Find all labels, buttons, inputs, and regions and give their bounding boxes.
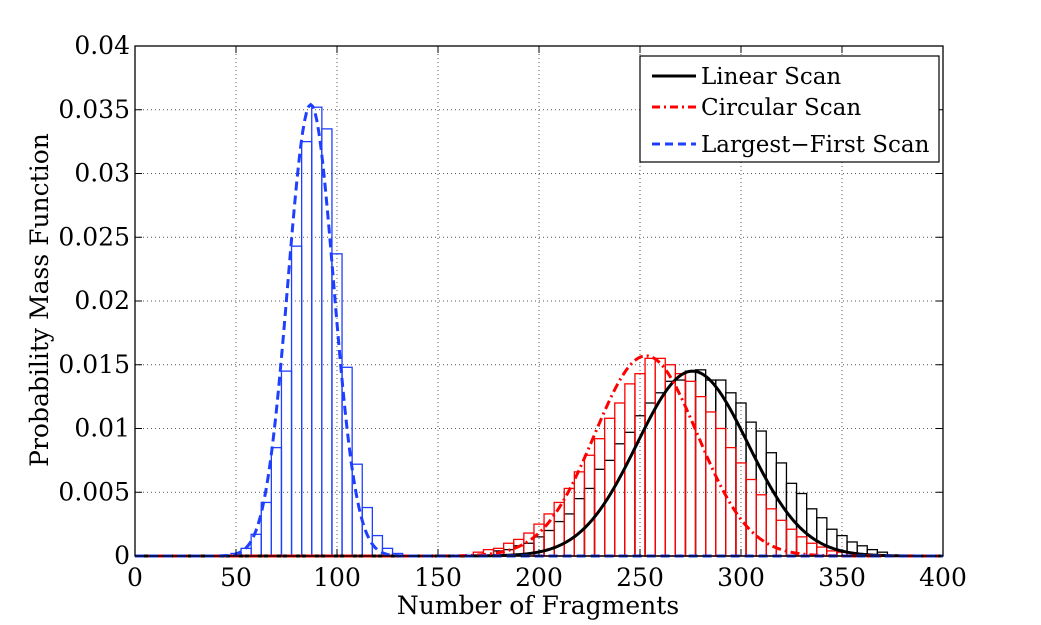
bar-largest-first-scan xyxy=(280,370,293,557)
bar-circular-scan xyxy=(664,364,676,557)
bar-circular-scan xyxy=(593,438,606,557)
axis-ticks xyxy=(134,45,944,557)
y-tick-label: 0.01 xyxy=(74,414,130,443)
bar-circular-scan xyxy=(674,373,687,557)
x-tick-label: 200 xyxy=(515,563,563,592)
bar-largest-first-scan xyxy=(250,533,262,557)
x-tick-label: 150 xyxy=(414,563,462,592)
y-tick-label: 0.025 xyxy=(58,222,130,251)
y-tick-label: 0.005 xyxy=(58,477,130,506)
bar-largest-first-scan xyxy=(331,253,343,557)
x-tick-label: 400 xyxy=(919,563,967,592)
bar-largest-first-scan xyxy=(270,446,283,557)
bar-circular-scan xyxy=(563,487,575,557)
bar-circular-scan xyxy=(573,471,586,557)
bar-circular-scan xyxy=(694,395,707,557)
bar-circular-scan xyxy=(745,478,757,557)
bar-circular-scan xyxy=(624,383,636,557)
legend-box xyxy=(639,55,940,163)
grid-lines xyxy=(135,46,943,556)
bar-circular-scan xyxy=(765,508,777,557)
y-axis-label: Probability Mass Function xyxy=(25,133,54,467)
x-tick-label: 50 xyxy=(220,563,252,592)
bar-circular-scan xyxy=(634,373,646,557)
y-tick-label: 0.03 xyxy=(74,159,130,188)
bar-circular-scan xyxy=(644,357,656,557)
x-tick-labels: 0 50 100 150 200 250 300 350 400 xyxy=(127,563,967,592)
legend-label-circular: Circular Scan xyxy=(701,95,861,121)
y-tick-label: 0.035 xyxy=(58,95,130,124)
bar-circular-scan xyxy=(705,411,717,557)
histogram-bars xyxy=(230,106,889,557)
x-tick-label: 0 xyxy=(127,563,143,592)
bar-circular-scan xyxy=(735,462,747,557)
bar-circular-scan xyxy=(654,357,666,557)
x-tick-label: 250 xyxy=(616,563,664,592)
bar-largest-first-scan xyxy=(311,106,323,557)
legend: Linear Scan Circular Scan Largest−First … xyxy=(639,55,940,163)
bar-largest-first-scan xyxy=(290,245,303,557)
legend-label-largest-first: Largest−First Scan xyxy=(701,132,930,158)
y-tick-label: 0.04 xyxy=(74,31,130,60)
x-tick-label: 350 xyxy=(818,563,866,592)
y-tick-label: 0.015 xyxy=(58,350,130,379)
y-tick-label: 0 xyxy=(114,541,130,570)
bar-largest-first-scan xyxy=(321,128,333,557)
bar-largest-first-scan xyxy=(300,140,313,557)
y-tick-labels: 0 0.005 0.01 0.015 0.02 0.025 0.03 0.035 0.04 xyxy=(58,31,130,570)
y-tick-label: 0.02 xyxy=(74,286,130,315)
bar-circular-scan xyxy=(755,494,767,557)
x-tick-label: 100 xyxy=(313,563,361,592)
x-axis-label: Number of Fragments xyxy=(397,591,679,620)
x-tick-label: 300 xyxy=(717,563,765,592)
bar-circular-scan xyxy=(583,454,596,557)
legend-label-linear: Linear Scan xyxy=(701,64,841,90)
